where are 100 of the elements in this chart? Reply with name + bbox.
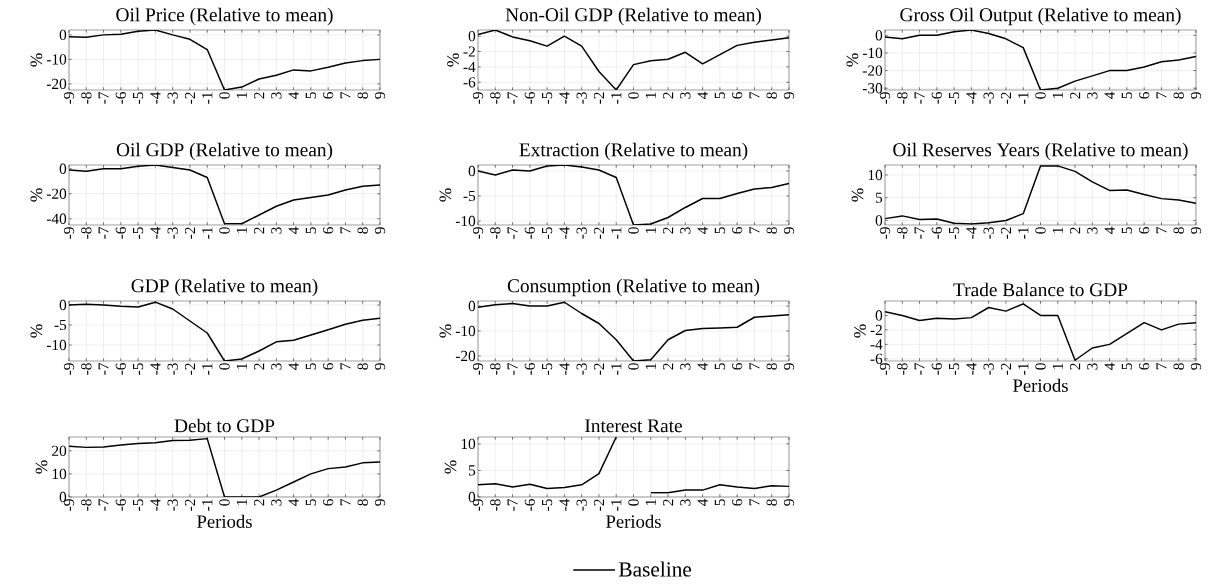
x-tick-label: 3 [271, 499, 282, 506]
x-tick-label: -1 [611, 363, 622, 375]
x-tick-label: 9 [783, 499, 795, 506]
y-tick-label: -10 [46, 339, 67, 351]
x-tick-label: -8 [897, 227, 908, 239]
x-tick-label: -2 [1000, 363, 1012, 375]
x-tick-label: -3 [167, 363, 178, 375]
x-tick-label: -1 [1018, 92, 1029, 104]
x-tick-label: -2 [1000, 227, 1012, 239]
y-tick-label: 5 [875, 192, 883, 203]
x-tick-label: -5 [133, 499, 144, 511]
x-tick-label: -3 [576, 363, 587, 375]
x-tick-label: -4 [966, 362, 977, 375]
x-tick-label: 4 [697, 91, 708, 99]
y-tick-label: 0 [468, 30, 476, 42]
x-tick-label: 2 [662, 499, 674, 506]
chart-title: GDP (Relative to mean) [131, 278, 318, 297]
x-tick-label: -4 [150, 91, 161, 104]
x-tick-label: 6 [323, 499, 334, 506]
y-tick-label: -20 [455, 350, 476, 362]
x-tick-label: 7 [1156, 227, 1167, 234]
x-tick-label: -9 [63, 92, 75, 104]
x-tick-label: 8 [766, 227, 777, 234]
x-tick-label: 4 [288, 91, 299, 99]
x-tick-label: 8 [766, 499, 777, 506]
x-tick-label: -2 [1000, 92, 1012, 104]
x-tick-label: 7 [1156, 363, 1167, 370]
x-tick-label: -3 [983, 363, 994, 375]
x-tick-label: -4 [559, 226, 570, 239]
x-tick-label: -7 [914, 363, 925, 375]
chart-title: Gross Oil Output (Relative to mean) [900, 7, 1181, 26]
y-tick-label: -10 [46, 54, 67, 65]
x-tick-label: 5 [305, 92, 316, 99]
x-tick-label: 0 [1035, 363, 1046, 370]
y-axis-title: % [447, 53, 459, 67]
x-tick-label: -4 [559, 362, 570, 375]
x-tick-label: 9 [374, 92, 386, 99]
x-tick-label: -9 [879, 227, 891, 239]
x-tick-label: 2 [662, 92, 674, 99]
x-tick-label: -4 [966, 226, 977, 239]
x-tick-label: -1 [611, 499, 622, 511]
x-tick-label: 9 [783, 363, 795, 370]
x-tick-label: 8 [357, 92, 368, 99]
x-tick-label: 6 [732, 92, 743, 99]
y-axis-title: % [439, 188, 452, 202]
x-tick-label: -1 [1018, 363, 1029, 375]
y-tick-label: 0 [59, 299, 67, 311]
x-tick-label: -7 [507, 92, 518, 104]
y-tick-label: 0 [59, 29, 67, 41]
x-tick-label: 5 [714, 363, 725, 370]
y-tick-label: -6 [463, 77, 476, 88]
x-tick-label: 2 [662, 227, 674, 234]
x-tick-label: 3 [680, 92, 691, 99]
x-tick-label: 6 [1139, 363, 1150, 370]
x-tick-label: -7 [98, 363, 109, 375]
x-tick-label: 5 [305, 499, 316, 506]
line-series [69, 30, 380, 90]
x-tick-label: 5 [714, 92, 725, 99]
x-tick-label: 2 [253, 499, 265, 506]
y-tick-label: 0 [468, 300, 476, 312]
x-tick-label: 1 [236, 363, 247, 369]
x-tick-label: -9 [879, 363, 891, 375]
x-tick-label: -7 [98, 499, 109, 511]
y-tick-label: -20 [862, 65, 883, 76]
x-tick-label: 3 [680, 227, 691, 234]
x-tick-label: -6 [524, 227, 535, 239]
x-tick-label: 6 [1139, 227, 1150, 234]
x-tick-label: 4 [288, 498, 299, 506]
x-tick-label: 6 [323, 92, 334, 99]
x-tick-label: 1 [1052, 363, 1063, 369]
x-tick-label: -3 [576, 227, 587, 239]
x-tick-label: 7 [340, 227, 351, 234]
x-tick-label: 6 [323, 227, 334, 234]
x-tick-label: 1 [236, 499, 247, 505]
chart-title: Trade Balance to GDP [953, 282, 1128, 297]
y-axis-title: % [35, 460, 48, 474]
x-tick-label: 6 [732, 363, 743, 370]
x-tick-label: -7 [507, 227, 518, 239]
x-tick-label: 7 [1156, 92, 1167, 99]
x-tick-label: 1 [1052, 227, 1063, 233]
x-tick-label: -8 [490, 363, 501, 375]
x-tick-label: 3 [680, 499, 691, 506]
x-tick-label: -9 [63, 227, 75, 239]
x-tick-label: 8 [357, 363, 368, 370]
y-tick-label: 0 [59, 163, 67, 174]
x-tick-label: -7 [98, 92, 109, 104]
y-tick-label: -10 [455, 325, 476, 337]
x-tick-label: 8 [1173, 363, 1184, 370]
y-tick-label: -5 [54, 319, 67, 331]
x-tick-label: -1 [611, 227, 622, 239]
y-tick-label: 0 [875, 310, 883, 321]
y-tick-label: -10 [455, 215, 476, 227]
y-axis-title: % [30, 53, 43, 67]
x-tick-label: 0 [1035, 227, 1046, 234]
x-tick-label: 7 [749, 92, 760, 99]
x-tick-label: -2 [593, 92, 605, 104]
x-tick-label: 3 [1087, 363, 1098, 370]
x-tick-label: 5 [714, 227, 725, 234]
y-tick-label: -20 [46, 188, 67, 199]
x-tick-label: -6 [115, 363, 126, 375]
